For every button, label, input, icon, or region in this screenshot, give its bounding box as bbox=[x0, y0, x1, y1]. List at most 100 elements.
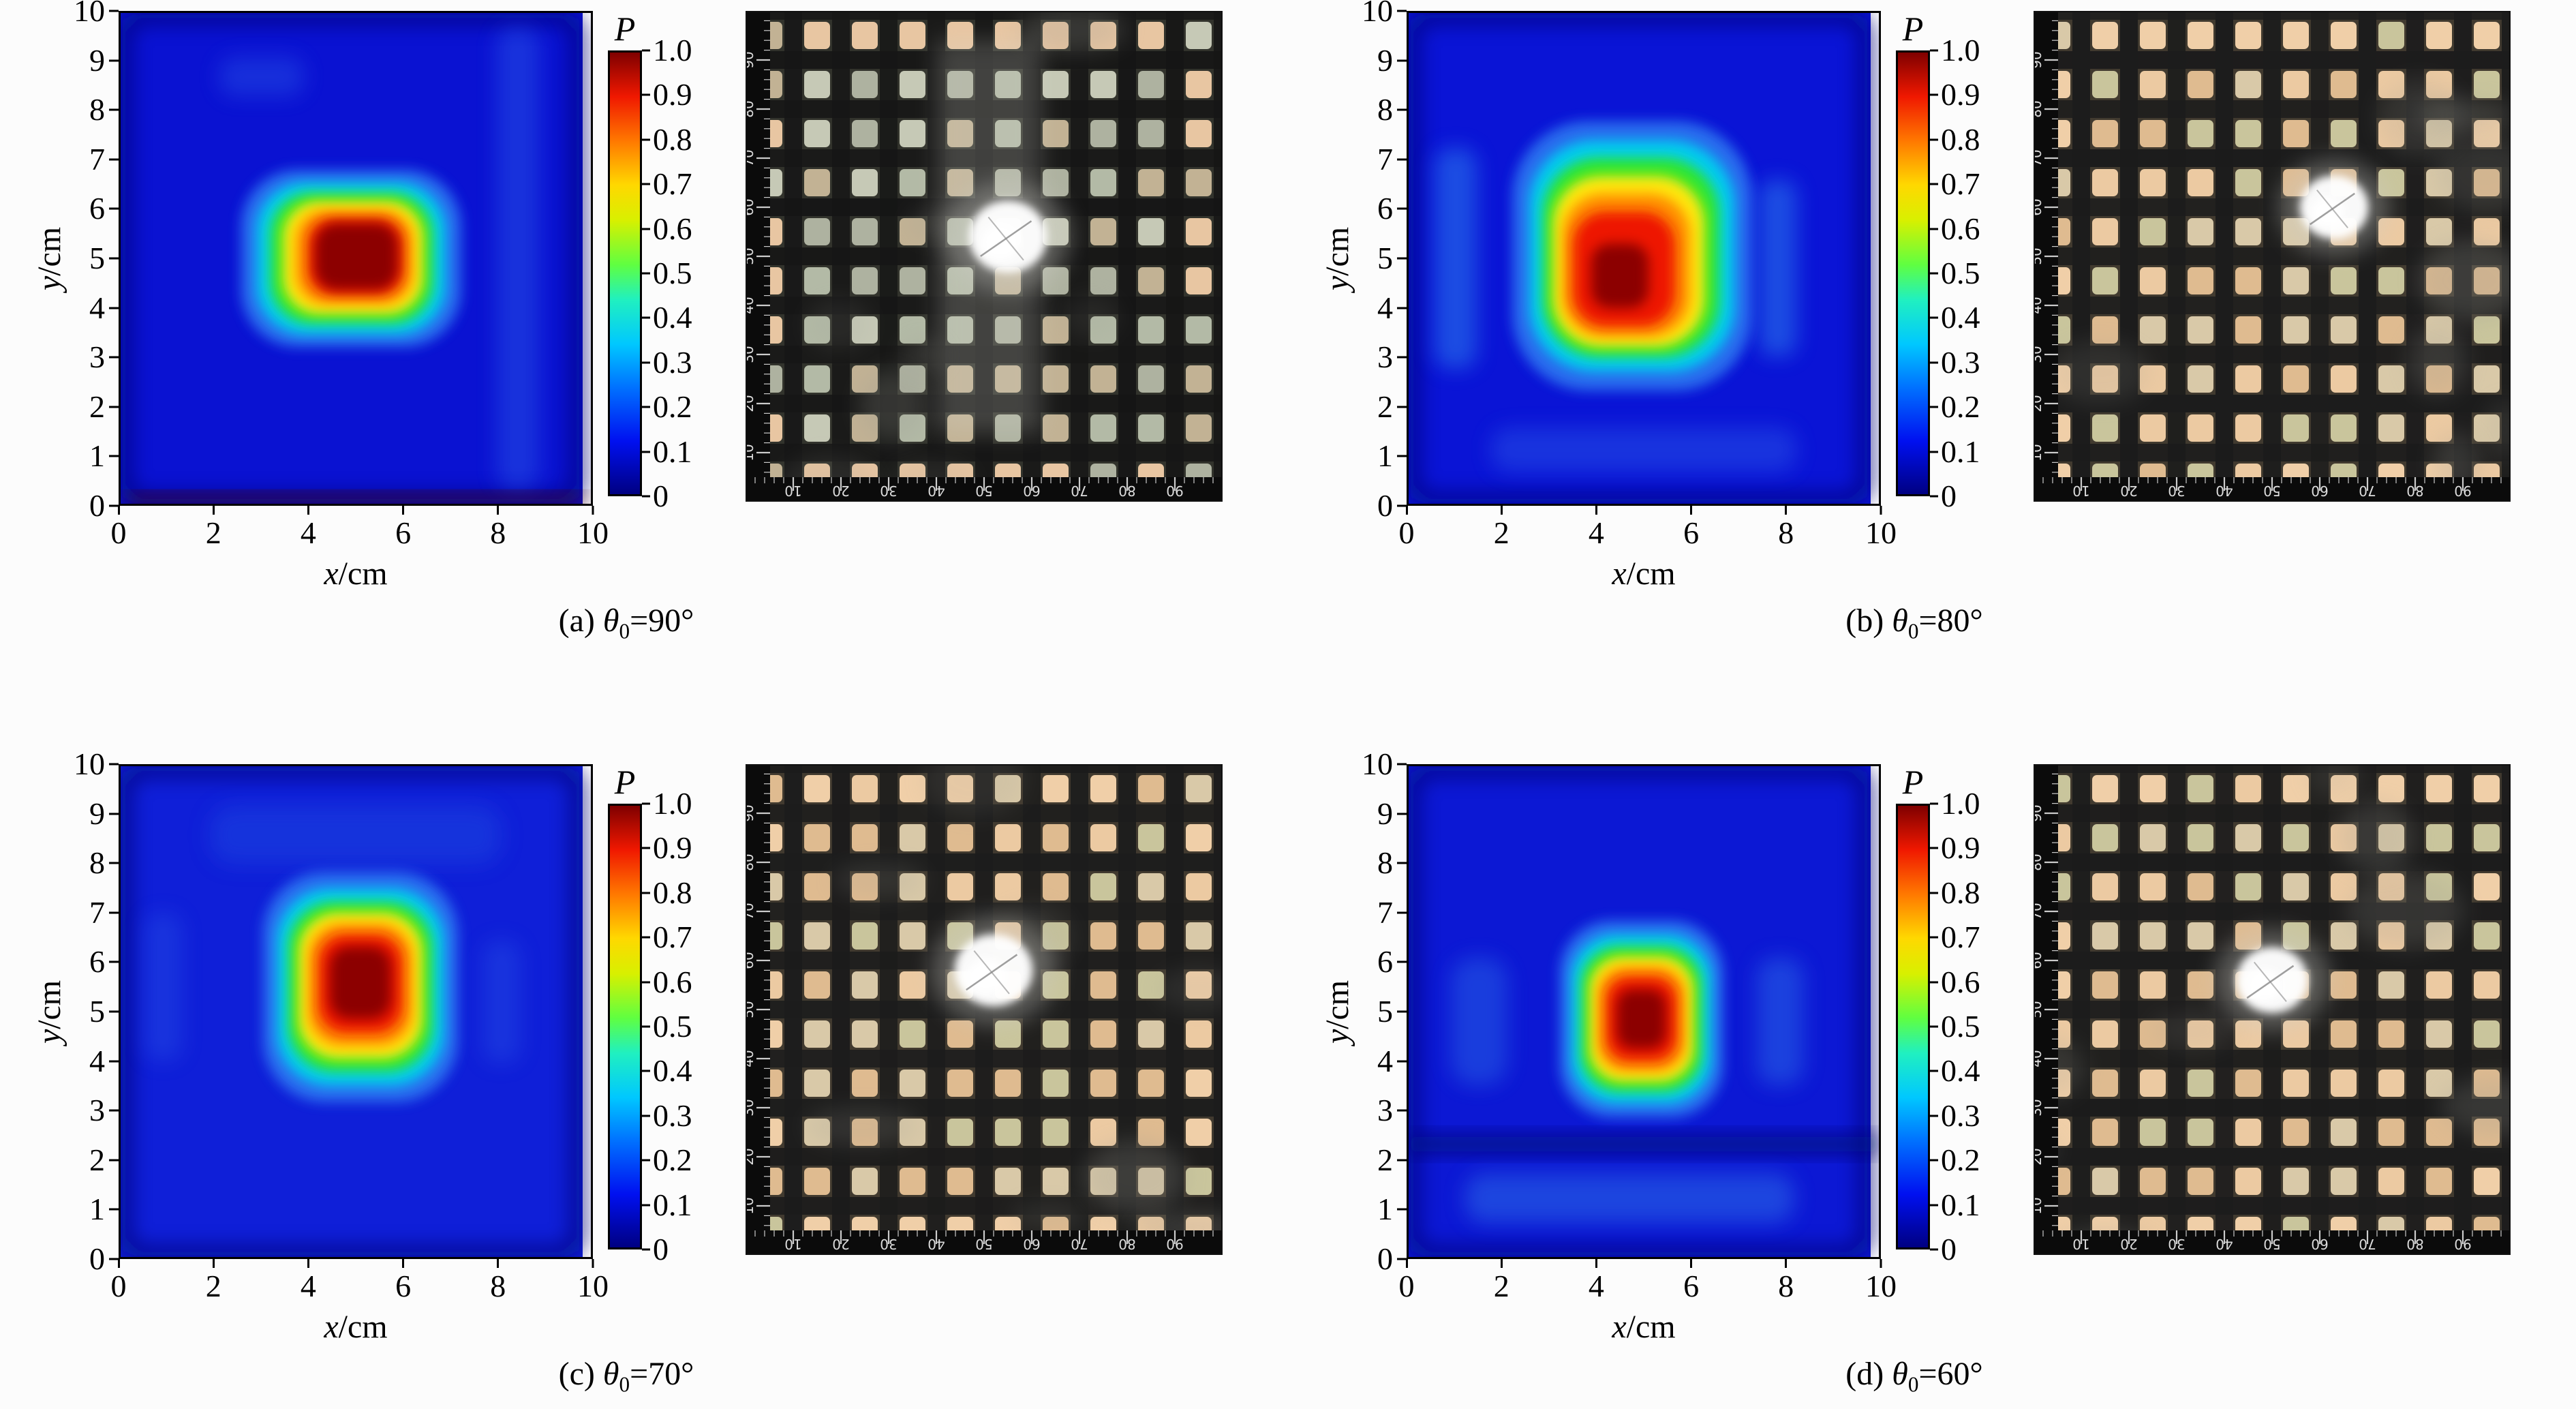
tick-label: 0.5 bbox=[1930, 258, 1980, 289]
svg-text:40: 40 bbox=[746, 297, 756, 314]
svg-text:20: 20 bbox=[2034, 395, 2044, 412]
svg-text:50: 50 bbox=[975, 1236, 992, 1252]
tick-label: 0 bbox=[1399, 1259, 1415, 1302]
x-axis-var: x bbox=[324, 1309, 339, 1345]
tick-label: 5 bbox=[1377, 243, 1407, 274]
tick-label: 3 bbox=[1377, 342, 1407, 373]
heatmap-plot-a bbox=[119, 11, 593, 506]
x-axis-unit: /cm bbox=[1626, 556, 1676, 592]
tick-label: 2 bbox=[1377, 1144, 1407, 1176]
svg-text:70: 70 bbox=[746, 903, 756, 920]
tick-label: 0.8 bbox=[1930, 123, 1980, 155]
tick-label: 2 bbox=[1494, 506, 1509, 549]
tick-label: 8 bbox=[89, 847, 119, 879]
svg-text:60: 60 bbox=[2311, 1236, 2328, 1252]
tick-label: 0.1 bbox=[1930, 436, 1980, 468]
y-axis-ticks: 10 9 8 7 6 5 4 3 2 1 0 bbox=[1358, 748, 1407, 1275]
svg-text:90: 90 bbox=[746, 804, 756, 821]
svg-text:30: 30 bbox=[746, 1099, 756, 1116]
svg-text:80: 80 bbox=[746, 853, 756, 870]
y-axis-ticks: 10 9 8 7 6 5 4 3 2 1 0 bbox=[70, 748, 119, 1275]
svg-text:60: 60 bbox=[2034, 952, 2044, 969]
y-axis-ticks: 10 9 8 7 6 5 4 3 2 1 0 bbox=[1358, 0, 1407, 521]
tick-label: 1 bbox=[1377, 1194, 1407, 1225]
tick-label: 0.8 bbox=[642, 877, 692, 909]
tick-label: 8 bbox=[490, 506, 506, 549]
tick-label: 10 bbox=[74, 748, 119, 780]
svg-text:80: 80 bbox=[1118, 1236, 1135, 1252]
x-axis-label: x/cm bbox=[324, 556, 387, 592]
svg-text:30: 30 bbox=[880, 1236, 897, 1252]
tick-label: 10 bbox=[1362, 748, 1407, 780]
tick-label: 0.5 bbox=[642, 1011, 692, 1042]
tick-label: 8 bbox=[1377, 847, 1407, 879]
svg-text:30: 30 bbox=[2168, 483, 2185, 499]
x-axis-var: x bbox=[1612, 1309, 1627, 1345]
tick-label: 0.2 bbox=[1930, 1145, 1980, 1176]
tick-label: 0.1 bbox=[642, 436, 692, 468]
tick-label: 0.6 bbox=[1930, 213, 1980, 245]
svg-text:50: 50 bbox=[746, 247, 756, 264]
svg-text:20: 20 bbox=[832, 483, 849, 499]
tick-label: 8 bbox=[1377, 94, 1407, 125]
tick-label: 6 bbox=[89, 193, 119, 224]
y-axis-ticks: 10 9 8 7 6 5 4 3 2 1 0 bbox=[70, 0, 119, 521]
svg-text:70: 70 bbox=[2034, 149, 2044, 166]
tick-label: 1.0 bbox=[642, 35, 692, 66]
heatmap-plot-d bbox=[1407, 764, 1881, 1259]
svg-text:70: 70 bbox=[1071, 1236, 1088, 1252]
cell-d: y/cm 10 9 8 7 6 5 4 3 2 1 0 0 2 4 6 8 10 x/cm P 1.0 0.9 0… bbox=[1288, 704, 2576, 1409]
tick-label: 4 bbox=[301, 1259, 316, 1302]
svg-text:10: 10 bbox=[2034, 1197, 2044, 1214]
tick-label: 6 bbox=[395, 1259, 411, 1302]
svg-text:30: 30 bbox=[2034, 346, 2044, 363]
x-axis-ticks: 0 2 4 6 8 10 bbox=[1399, 506, 1897, 556]
tick-label: 7 bbox=[89, 143, 119, 175]
tick-label: 1 bbox=[89, 1194, 119, 1225]
tick-label: 10 bbox=[1865, 506, 1897, 549]
panel-c: y/cm 10 9 8 7 6 5 4 3 2 1 0 0 2 4 6 8 10 x/cm P 1.0 0.9 0… bbox=[30, 748, 1223, 1397]
tick-label: 0 bbox=[89, 1243, 119, 1275]
tick-label: 2 bbox=[89, 1144, 119, 1176]
tick-label: 0.4 bbox=[1930, 302, 1980, 333]
svg-text:10: 10 bbox=[2072, 1236, 2089, 1252]
tick-label: 0.7 bbox=[642, 168, 692, 200]
colorbar-group: P 1.0 0.9 0.8 0.7 0.6 0.5 0.4 0.3 0.2 0.1 0 bbox=[608, 764, 717, 1265]
heatmap-plot-b bbox=[1407, 11, 1881, 506]
svg-text:90: 90 bbox=[746, 51, 756, 68]
colorbar bbox=[1896, 50, 1930, 496]
tick-label: 0.8 bbox=[1930, 877, 1980, 909]
tick-label: 0 bbox=[1930, 1234, 1957, 1265]
tick-label: 9 bbox=[89, 798, 119, 830]
tick-label: 0.1 bbox=[642, 1189, 692, 1221]
y-axis-var: y bbox=[31, 275, 68, 290]
tick-label: 0.8 bbox=[642, 123, 692, 155]
tick-label: 0.9 bbox=[1930, 79, 1980, 110]
svg-text:30: 30 bbox=[2168, 1236, 2185, 1252]
svg-text:40: 40 bbox=[2034, 297, 2044, 314]
svg-text:50: 50 bbox=[2034, 247, 2044, 264]
x-axis-ticks: 0 2 4 6 8 10 bbox=[1399, 1259, 1897, 1309]
svg-text:20: 20 bbox=[832, 1236, 849, 1252]
tick-label: 6 bbox=[1683, 1259, 1699, 1302]
svg-text:40: 40 bbox=[2034, 1050, 2044, 1067]
cell-b: y/cm 10 9 8 7 6 5 4 3 2 1 0 0 2 4 6 8 10 x/cm P 1.0 0.9 0… bbox=[1288, 0, 2576, 704]
tick-label: 4 bbox=[301, 506, 316, 549]
tick-label: 9 bbox=[89, 44, 119, 76]
svg-text:60: 60 bbox=[746, 198, 756, 215]
tick-label: 7 bbox=[1377, 896, 1407, 928]
x-axis-var: x bbox=[324, 556, 339, 592]
tick-label: 9 bbox=[1377, 798, 1407, 830]
tick-label: 10 bbox=[1865, 1259, 1897, 1302]
tick-label: 0 bbox=[642, 481, 669, 512]
tick-label: 4 bbox=[1589, 1259, 1604, 1302]
colorbar bbox=[608, 804, 642, 1249]
tick-label: 0 bbox=[111, 506, 127, 549]
colorbar-ticks: 1.0 0.9 0.8 0.7 0.6 0.5 0.4 0.3 0.2 0.1 0 bbox=[1930, 35, 2005, 512]
y-axis-unit: /cm bbox=[31, 980, 68, 1029]
svg-text:70: 70 bbox=[746, 149, 756, 166]
specimen-photo-a: 10 20 30 40 50 60 70 80 90 10 20 30 40 50 60 70 80 90 bbox=[746, 11, 1223, 502]
tick-label: 7 bbox=[1377, 143, 1407, 175]
heatmap-plot-c bbox=[119, 764, 593, 1259]
tick-label: 2 bbox=[89, 391, 119, 423]
